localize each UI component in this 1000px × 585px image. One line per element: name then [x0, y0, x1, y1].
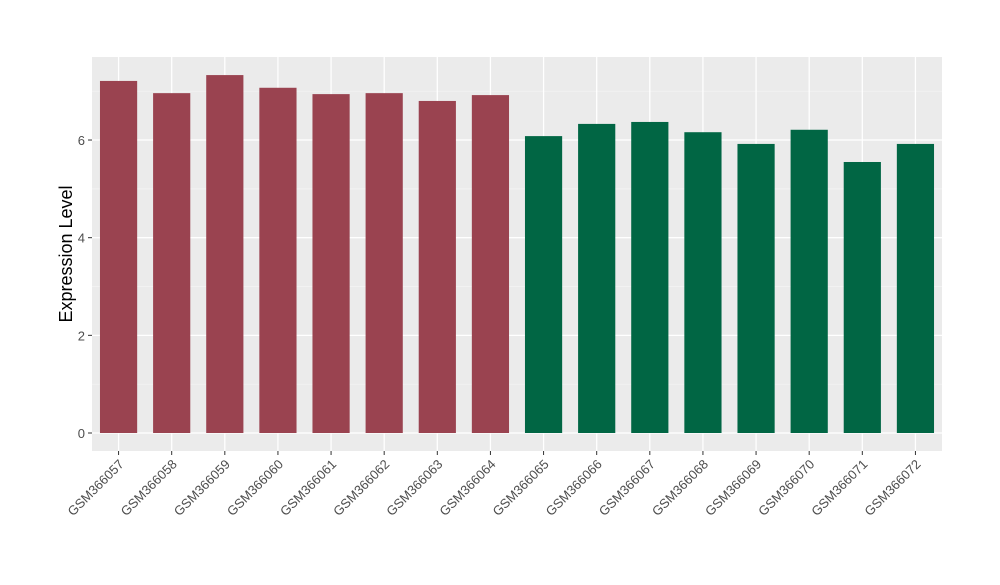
- x-tick-label: GSM366064: [436, 457, 498, 519]
- bar-GSM366057: [99, 80, 138, 433]
- y-axis-title: Expression Level: [56, 185, 76, 322]
- x-tick-label: GSM366066: [543, 457, 605, 519]
- x-tick-label: GSM366070: [755, 457, 817, 519]
- bar-GSM366066: [578, 123, 616, 433]
- bar-GSM366071: [843, 161, 881, 433]
- bar-GSM366069: [737, 143, 775, 434]
- x-tick-label: GSM366071: [808, 457, 870, 519]
- bar-GSM366062: [365, 93, 403, 434]
- bar-GSM366067: [631, 121, 669, 433]
- x-tick-label: GSM366067: [596, 457, 658, 519]
- x-tick-label: GSM366069: [702, 457, 764, 519]
- bar-GSM366065: [524, 136, 563, 434]
- y-tick-label: 0: [78, 426, 85, 441]
- bar-GSM366064: [471, 95, 510, 433]
- bar-GSM366063: [418, 100, 456, 434]
- x-tick-label: GSM366057: [64, 457, 126, 519]
- y-tick-label: 4: [78, 231, 85, 246]
- y-tick-label: 6: [78, 133, 85, 148]
- x-tick-label: GSM366072: [861, 457, 923, 519]
- x-tick-label: GSM366061: [277, 457, 339, 519]
- x-tick-label: GSM366065: [489, 457, 551, 519]
- x-tick-label: GSM366060: [224, 457, 286, 519]
- bar-GSM366058: [153, 93, 191, 434]
- x-tick-label: GSM366059: [171, 457, 233, 519]
- x-tick-label: GSM366058: [118, 457, 180, 519]
- x-tick-label: GSM366068: [649, 457, 711, 519]
- bar-GSM366060: [259, 87, 297, 433]
- y-tick-label: 2: [78, 328, 85, 343]
- bar-GSM366070: [790, 129, 828, 434]
- bar-GSM366061: [312, 94, 350, 433]
- x-tick-label: GSM366063: [383, 457, 445, 519]
- x-tick-label: GSM366062: [330, 457, 392, 519]
- bar-GSM366072: [896, 143, 935, 434]
- bar-GSM366059: [206, 75, 244, 433]
- bar-GSM366068: [684, 132, 722, 433]
